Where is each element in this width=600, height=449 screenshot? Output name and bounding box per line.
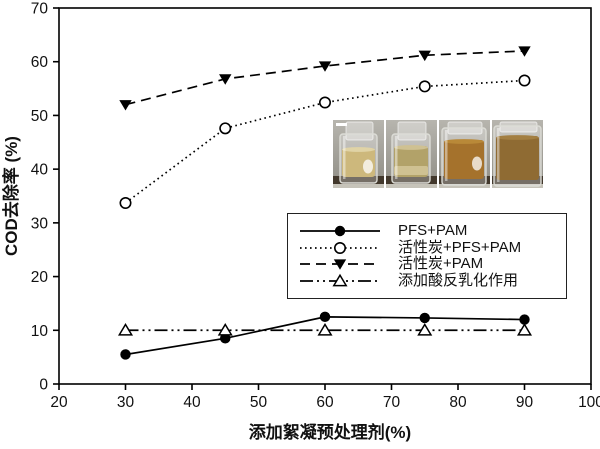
liquid-surface: [342, 147, 375, 152]
legend-sample-dashdotdot-open-triangle: [300, 273, 380, 287]
beaker-liquid: [496, 136, 539, 180]
marker-circle-filled: [419, 312, 430, 324]
x-tick-label: 70: [383, 394, 401, 411]
x-axis: 20 30 40 50 60 70 80 90 100: [50, 384, 600, 411]
legend-box: PFS+PAM 活性炭+PFS+PAM 活性炭+PAM 添加酸反乳化作用: [287, 213, 567, 299]
y-axis-title: COD去除率 (%): [1, 136, 21, 256]
glass-highlight: [343, 136, 346, 179]
inset-photo-beakers: [333, 120, 543, 188]
y-tick-label: 20: [31, 269, 49, 286]
marker-circle-open: [219, 122, 232, 135]
marker-triangle-up-open: [217, 323, 233, 336]
y-tick-label: 60: [31, 54, 49, 71]
y-tick-label: 40: [31, 162, 49, 179]
photo-scale-bar: [336, 123, 347, 126]
liquid-surface: [444, 139, 484, 144]
series-2: [119, 46, 531, 111]
liquid-surface: [394, 145, 428, 150]
series-line: [125, 50, 525, 106]
legend-label: 添加酸反乳化作用: [398, 271, 519, 289]
glass-highlight: [497, 128, 500, 182]
background-glassware: [499, 121, 538, 133]
photo-panel-beaker: [492, 120, 543, 188]
legend-sample-dotted-open-circle: [300, 241, 380, 254]
x-tick-label: 40: [183, 394, 201, 411]
marker-triangle-down-filled: [518, 46, 531, 57]
marker-triangle-up-open: [317, 323, 333, 336]
legend-sample-dashed-filled-triangle: [300, 259, 380, 271]
legend-item-ac-pam: 活性炭+PAM: [298, 256, 560, 272]
legend-item-acid-demulsification: 添加酸反乳化作用: [298, 271, 560, 289]
x-tick-label: 60: [316, 394, 334, 411]
sediment-band: [394, 166, 428, 175]
beaker-label-spot: [472, 156, 482, 171]
marker-circle-open: [318, 96, 331, 109]
marker-circle-open: [333, 241, 346, 254]
marker-circle-filled: [220, 333, 231, 344]
liquid-surface: [496, 135, 539, 140]
series-1: [119, 74, 531, 209]
marker-circle-filled: [319, 311, 331, 323]
photo-panel-beaker: [439, 120, 490, 188]
series-0: [120, 311, 530, 360]
y-tick-label: 50: [31, 108, 49, 125]
marker-triangle-up-open: [117, 323, 134, 336]
background-glassware: [397, 121, 427, 141]
x-tick-label: 80: [449, 394, 467, 411]
marker-triangle-up-open: [417, 323, 433, 336]
x-tick-label: 30: [117, 394, 135, 411]
legend-item-pfs-pam: PFS+PAM: [298, 223, 560, 239]
x-tick-label: 90: [516, 394, 534, 411]
marker-circle-open: [119, 196, 132, 209]
marker-circle-filled: [334, 225, 346, 237]
legend-label: PFS+PAM: [398, 222, 468, 239]
legend-item-ac-pfs-pam: 活性炭+PFS+PAM: [298, 238, 560, 256]
marker-triangle-up-open: [332, 273, 348, 287]
series-3: [117, 323, 533, 336]
legend-sample-solid-filled-circle: [300, 225, 380, 237]
beaker-liquid: [444, 140, 484, 179]
legend-label: 活性炭+PAM: [398, 255, 484, 273]
marker-triangle-down-filled: [318, 61, 332, 72]
x-tick-label: 100: [578, 394, 600, 411]
x-axis-title: 添加絮凝预处理剂(%): [249, 422, 411, 442]
marker-triangle-down-filled: [219, 74, 232, 85]
y-tick-label: 70: [31, 1, 49, 18]
glass-highlight: [445, 130, 448, 181]
legend-label: 活性炭+PFS+PAM: [398, 238, 522, 256]
marker-triangle-up-open: [516, 323, 533, 336]
photo-panel-beaker: [333, 120, 384, 188]
y-axis: 0 10 20 30 40 50 60 70: [31, 1, 59, 394]
marker-circle-filled: [519, 314, 530, 325]
photo-panel-beaker: [386, 120, 437, 188]
background-glassware: [345, 121, 374, 141]
x-tick-label: 20: [50, 394, 68, 411]
plot-layer: 20 30 40 50 60 70 80 90 100 0 10 20 30 40 50 60 70: [31, 1, 600, 412]
marker-circle-open: [518, 74, 531, 87]
x-tick-label: 50: [250, 394, 268, 411]
y-tick-label: 10: [31, 323, 49, 340]
marker-triangle-down-filled: [333, 259, 347, 271]
glass-highlight: [395, 136, 398, 179]
beaker-label-spot: [363, 159, 373, 174]
marker-circle-open: [418, 80, 431, 93]
y-tick-label: 30: [31, 215, 49, 232]
marker-circle-filled: [120, 349, 131, 360]
series-line: [125, 316, 525, 356]
y-tick-label: 0: [39, 377, 48, 394]
marker-triangle-down-filled: [119, 100, 132, 111]
marker-triangle-down-filled: [418, 50, 431, 62]
